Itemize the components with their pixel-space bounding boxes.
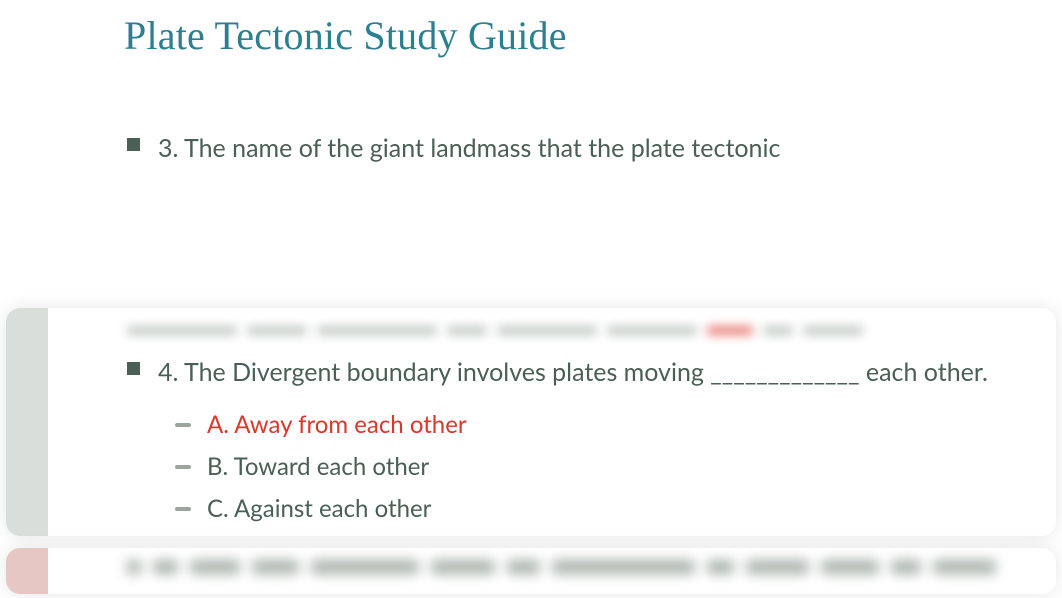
card-spine [6,548,48,594]
blur-segment [190,560,240,574]
blurred-preview-bottom [6,548,1056,594]
square-bullet-icon [127,560,141,574]
blur-segment [821,560,878,574]
blur-segment [707,326,753,335]
blur-segment [803,326,863,335]
dash-icon [175,507,191,511]
blur-segment [933,560,996,574]
page-title: Plate Tectonic Study Guide [124,12,567,59]
blur-segment [607,326,697,335]
blur-segment [763,326,793,335]
blurred-content [127,560,996,574]
blur-segment [707,560,734,574]
blur-segment [127,326,237,335]
question-3-text: 3. The name of the giant landmass that t… [158,130,780,166]
question-4-text: 4. The Divergent boundary involves plate… [158,354,988,390]
blur-segment [252,560,299,574]
question-4-choices: A. Away from each otherB. Toward each ot… [175,404,996,530]
question-row: 3. The name of the giant landmass that t… [127,130,947,166]
choice-b[interactable]: B. Toward each other [175,446,996,488]
blur-segment [317,326,437,335]
blur-segment [153,560,178,574]
choice-a[interactable]: A. Away from each other [175,404,996,446]
square-bullet-icon [127,138,140,151]
choice-label: C. Against each other [207,488,431,530]
content-card: 4. The Divergent boundary involves plate… [6,308,1056,536]
blur-segment [431,560,496,574]
choice-label: B. Toward each other [207,446,429,488]
blur-segment [447,326,487,335]
choice-label: A. Away from each other [207,404,467,446]
question-4: 4. The Divergent boundary involves plate… [127,354,996,390]
page: Plate Tectonic Study Guide 3. The name o… [0,0,1062,598]
blur-segment [507,560,539,574]
question-3: 3. The name of the giant landmass that t… [127,130,947,166]
blur-segment [497,326,597,335]
blur-segment [247,326,307,335]
choice-c[interactable]: C. Against each other [175,488,996,530]
dash-icon [175,423,191,427]
blur-segment [746,560,809,574]
blur-segment [891,560,922,574]
blur-segment [552,560,696,574]
blurred-preview-top [127,322,996,338]
card-spine [6,308,48,536]
square-bullet-icon [127,362,140,375]
card-inner: 4. The Divergent boundary involves plate… [127,322,996,530]
dash-icon [175,465,191,469]
blur-segment [311,560,419,574]
